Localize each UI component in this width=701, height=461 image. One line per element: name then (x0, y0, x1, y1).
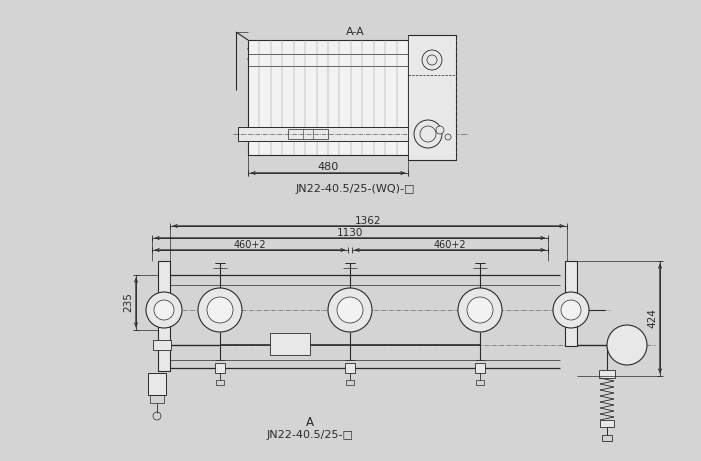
Text: 235: 235 (123, 293, 133, 313)
Bar (288, 129, 328, 139)
Bar (602, 435, 612, 441)
Bar (345, 363, 355, 373)
Bar (408, 35, 456, 160)
Circle shape (467, 297, 493, 323)
Circle shape (422, 50, 442, 70)
Bar (153, 340, 171, 350)
Circle shape (146, 292, 182, 328)
Bar (476, 380, 484, 385)
Bar (600, 420, 614, 427)
Circle shape (445, 134, 451, 140)
Bar (150, 395, 164, 403)
Text: 424: 424 (647, 308, 657, 328)
Bar (148, 373, 166, 395)
Text: A-A: A-A (346, 27, 365, 37)
Circle shape (198, 288, 242, 332)
Bar (599, 370, 615, 378)
Circle shape (207, 297, 233, 323)
Text: 1130: 1130 (336, 228, 363, 238)
Bar (346, 380, 354, 385)
Text: 480: 480 (318, 162, 339, 172)
Bar (158, 261, 170, 371)
Circle shape (436, 126, 444, 134)
Circle shape (553, 292, 589, 328)
Circle shape (337, 297, 363, 323)
Circle shape (414, 120, 442, 148)
Text: 1362: 1362 (355, 216, 382, 226)
Bar (248, 40, 408, 155)
Bar (565, 261, 577, 346)
Text: JN22-40.5/25-□: JN22-40.5/25-□ (266, 430, 353, 440)
Text: 460+2: 460+2 (233, 240, 266, 250)
Text: 460+2: 460+2 (434, 240, 466, 250)
Circle shape (607, 325, 647, 365)
Circle shape (328, 288, 372, 332)
Text: A: A (306, 415, 314, 429)
Bar (216, 380, 224, 385)
Bar (270, 333, 310, 355)
Text: JN22-40.5/25-(WQ)-□: JN22-40.5/25-(WQ)-□ (295, 184, 415, 194)
Bar (215, 363, 225, 373)
Bar (475, 363, 485, 373)
Circle shape (561, 300, 581, 320)
Circle shape (458, 288, 502, 332)
Circle shape (154, 300, 174, 320)
Bar (238, 127, 408, 141)
